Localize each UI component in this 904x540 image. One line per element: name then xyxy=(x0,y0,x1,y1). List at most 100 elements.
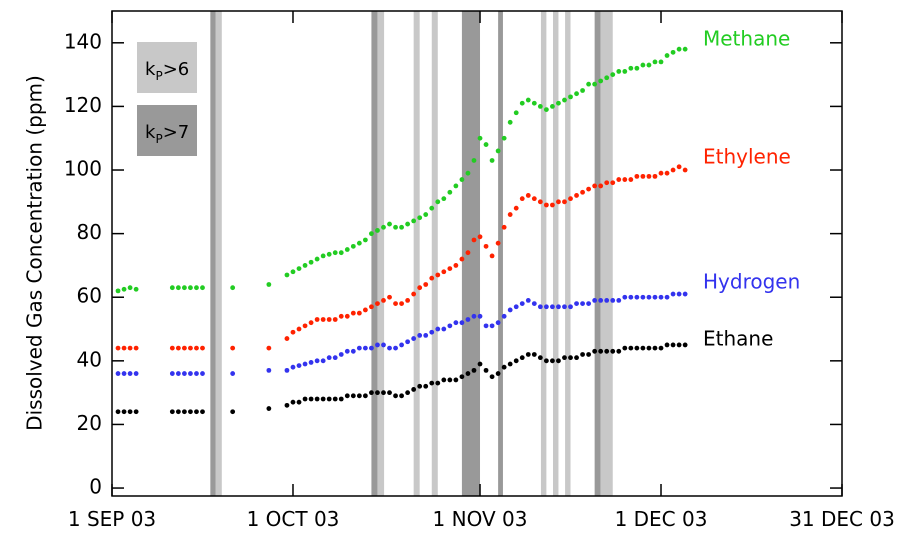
data-point xyxy=(513,110,519,116)
data-point xyxy=(586,352,592,357)
data-point xyxy=(441,196,447,202)
data-point xyxy=(188,285,193,291)
data-point xyxy=(338,396,344,402)
data-point xyxy=(266,282,272,287)
data-point xyxy=(344,247,350,252)
data-point xyxy=(417,383,423,389)
data-point xyxy=(477,135,483,141)
data-point xyxy=(616,69,622,74)
data-point xyxy=(598,298,604,303)
data-point xyxy=(556,358,561,364)
data-point xyxy=(344,348,350,354)
data-point xyxy=(574,193,579,198)
data-point xyxy=(435,380,441,386)
data-point xyxy=(556,199,561,205)
x-tick-label: 31 DEC 03 xyxy=(789,507,895,531)
data-point xyxy=(338,313,344,319)
data-point xyxy=(598,348,604,354)
data-point xyxy=(230,285,236,291)
data-point xyxy=(350,393,356,399)
data-point xyxy=(115,288,121,294)
data-point xyxy=(308,396,314,402)
data-point xyxy=(266,367,272,373)
y-tick-label: 140 xyxy=(64,29,102,53)
data-point xyxy=(525,298,531,303)
data-point xyxy=(429,205,435,211)
data-point xyxy=(296,266,302,272)
data-point xyxy=(507,212,513,217)
data-point xyxy=(640,62,646,68)
legend-symbol: k xyxy=(145,122,156,143)
data-point xyxy=(314,358,320,364)
data-point xyxy=(531,352,537,357)
data-point xyxy=(121,345,127,351)
data-point xyxy=(580,88,585,93)
data-point xyxy=(574,91,579,97)
data-point xyxy=(369,231,374,237)
data-point xyxy=(489,253,495,259)
data-point xyxy=(471,237,477,243)
y-tick-label: 20 xyxy=(77,411,102,435)
x-tick-label: 1 DEC 03 xyxy=(615,507,708,531)
data-point xyxy=(531,196,537,202)
data-point xyxy=(417,215,423,221)
data-point xyxy=(417,332,423,338)
data-point xyxy=(519,196,525,202)
data-point xyxy=(550,202,555,208)
data-point xyxy=(399,301,404,306)
data-point xyxy=(200,345,205,351)
data-point xyxy=(284,367,290,373)
data-point xyxy=(127,345,133,351)
kp-band xyxy=(461,11,481,496)
data-point xyxy=(127,409,133,415)
data-point xyxy=(580,301,585,306)
data-point xyxy=(375,228,380,233)
data-point xyxy=(194,371,199,376)
data-point xyxy=(188,409,193,415)
data-point xyxy=(670,342,676,348)
x-tick-label: 1 OCT 03 xyxy=(247,507,340,531)
data-point xyxy=(586,301,592,306)
data-point xyxy=(181,285,187,291)
data-point xyxy=(477,313,483,319)
data-point xyxy=(459,320,465,326)
data-point xyxy=(411,336,417,341)
data-point xyxy=(658,345,664,351)
data-point xyxy=(604,180,610,186)
data-point xyxy=(356,393,362,399)
data-point xyxy=(682,291,688,297)
data-point xyxy=(266,406,272,411)
data-point xyxy=(302,361,308,367)
data-point xyxy=(230,371,236,376)
kp-band xyxy=(594,11,601,496)
data-point xyxy=(405,298,411,303)
data-point xyxy=(664,53,670,58)
data-point xyxy=(332,317,338,322)
data-point xyxy=(483,243,489,249)
data-point xyxy=(435,326,441,332)
data-point xyxy=(405,339,411,345)
data-point xyxy=(489,374,495,380)
data-point xyxy=(399,342,404,348)
data-point xyxy=(338,352,344,357)
data-point xyxy=(320,396,326,402)
data-point xyxy=(501,364,507,370)
data-point xyxy=(634,345,640,351)
data-point xyxy=(188,371,193,376)
data-point xyxy=(332,355,338,361)
data-point xyxy=(441,269,447,275)
data-point xyxy=(188,345,193,351)
data-point xyxy=(465,250,471,256)
data-point xyxy=(610,298,616,303)
data-point xyxy=(537,304,543,310)
data-point xyxy=(393,224,398,230)
data-point xyxy=(610,72,616,78)
data-point xyxy=(556,304,561,310)
data-point xyxy=(375,301,380,306)
data-point xyxy=(682,46,688,52)
data-point xyxy=(477,361,483,367)
series-label: Ethylene xyxy=(703,145,791,169)
data-point xyxy=(628,294,634,300)
data-point xyxy=(495,320,501,326)
data-point xyxy=(169,345,175,351)
